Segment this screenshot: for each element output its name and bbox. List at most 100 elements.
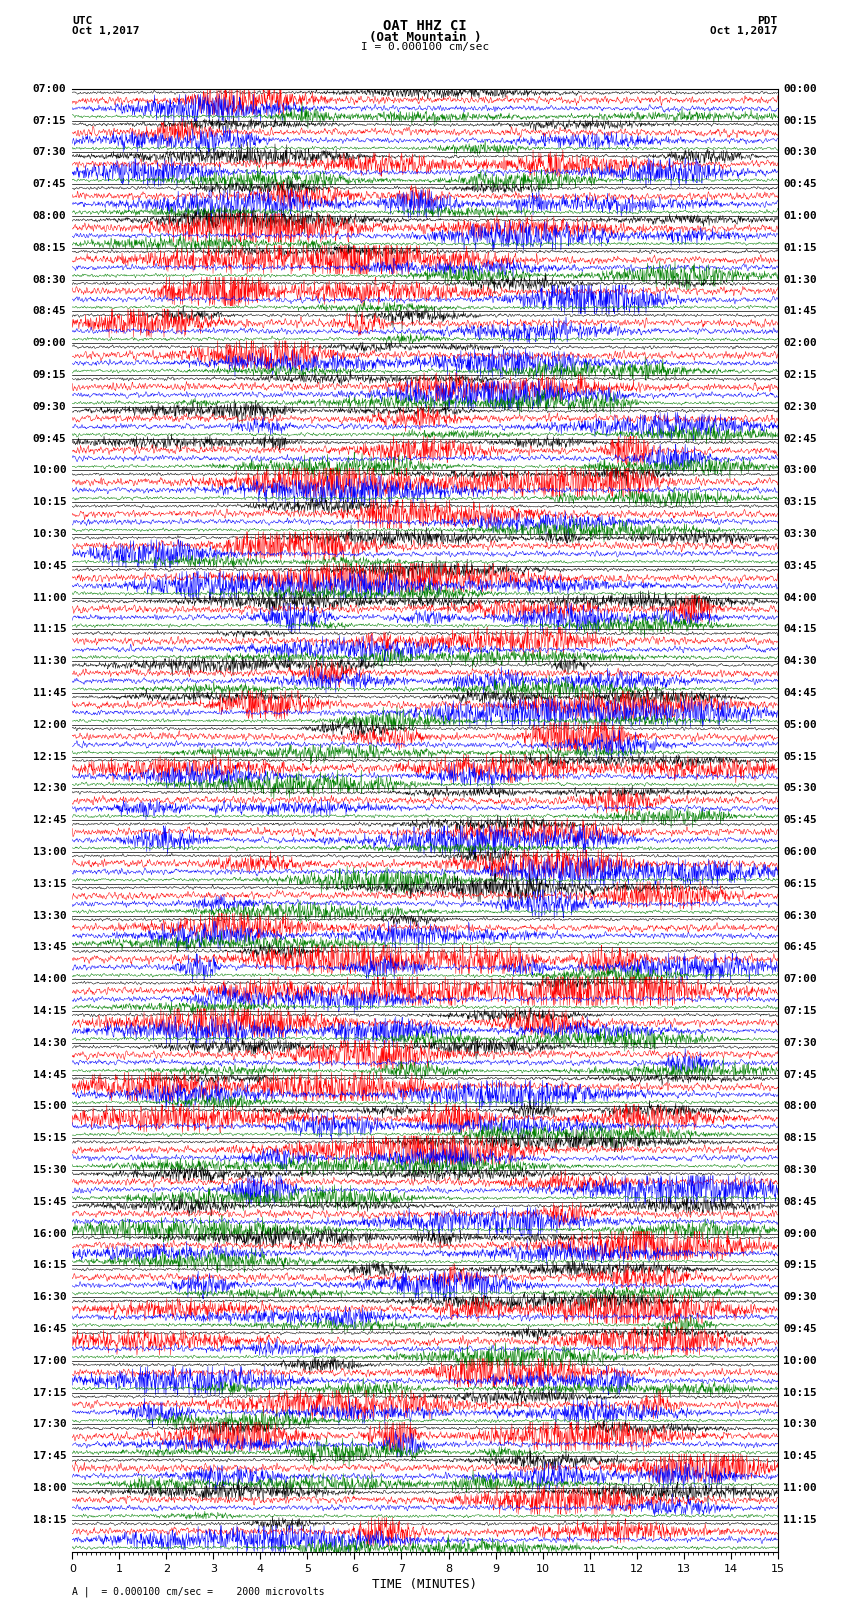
Text: 08:15: 08:15 (784, 1134, 817, 1144)
Text: 17:00: 17:00 (33, 1357, 66, 1366)
Text: A |  = 0.000100 cm/sec =    2000 microvolts: A | = 0.000100 cm/sec = 2000 microvolts (72, 1586, 325, 1597)
Text: 08:15: 08:15 (33, 242, 66, 253)
Text: 16:30: 16:30 (33, 1292, 66, 1302)
Text: 11:45: 11:45 (33, 689, 66, 698)
Text: 09:00: 09:00 (33, 339, 66, 348)
Text: 07:45: 07:45 (33, 179, 66, 189)
Text: 08:00: 08:00 (784, 1102, 817, 1111)
Text: 09:15: 09:15 (784, 1260, 817, 1271)
Text: 01:30: 01:30 (784, 274, 817, 284)
Text: 00:30: 00:30 (784, 147, 817, 158)
Text: 08:00: 08:00 (33, 211, 66, 221)
Text: 03:15: 03:15 (784, 497, 817, 506)
Text: Oct 1,2017: Oct 1,2017 (72, 26, 139, 35)
Text: 03:00: 03:00 (784, 466, 817, 476)
Text: 11:00: 11:00 (784, 1482, 817, 1494)
Text: 15:45: 15:45 (33, 1197, 66, 1207)
Text: 18:15: 18:15 (33, 1515, 66, 1524)
Text: 08:45: 08:45 (784, 1197, 817, 1207)
Text: 14:15: 14:15 (33, 1007, 66, 1016)
Text: Oct 1,2017: Oct 1,2017 (711, 26, 778, 35)
Text: 11:30: 11:30 (33, 656, 66, 666)
Text: 13:00: 13:00 (33, 847, 66, 857)
Text: 04:15: 04:15 (784, 624, 817, 634)
Text: 03:30: 03:30 (784, 529, 817, 539)
Text: 09:45: 09:45 (33, 434, 66, 444)
Text: 12:00: 12:00 (33, 719, 66, 729)
Text: 09:00: 09:00 (784, 1229, 817, 1239)
Text: 10:45: 10:45 (784, 1452, 817, 1461)
Text: 05:15: 05:15 (784, 752, 817, 761)
Text: 08:30: 08:30 (33, 274, 66, 284)
Text: 03:45: 03:45 (784, 561, 817, 571)
Text: 10:30: 10:30 (33, 529, 66, 539)
Text: 07:15: 07:15 (33, 116, 66, 126)
Text: 11:00: 11:00 (33, 592, 66, 603)
Text: 01:15: 01:15 (784, 242, 817, 253)
Text: 09:45: 09:45 (784, 1324, 817, 1334)
Text: 16:15: 16:15 (33, 1260, 66, 1271)
Text: 07:00: 07:00 (784, 974, 817, 984)
Text: 04:30: 04:30 (784, 656, 817, 666)
Text: 14:45: 14:45 (33, 1069, 66, 1079)
Text: 14:30: 14:30 (33, 1037, 66, 1048)
Text: 17:30: 17:30 (33, 1419, 66, 1429)
Text: 00:45: 00:45 (784, 179, 817, 189)
Text: 10:45: 10:45 (33, 561, 66, 571)
Text: 08:30: 08:30 (784, 1165, 817, 1174)
Text: 01:45: 01:45 (784, 306, 817, 316)
Text: 11:15: 11:15 (784, 1515, 817, 1524)
Text: PDT: PDT (757, 16, 778, 26)
Text: 06:15: 06:15 (784, 879, 817, 889)
Text: (Oat Mountain ): (Oat Mountain ) (369, 31, 481, 44)
Text: 06:30: 06:30 (784, 911, 817, 921)
Text: 10:00: 10:00 (33, 466, 66, 476)
Text: 06:00: 06:00 (784, 847, 817, 857)
Text: 07:30: 07:30 (33, 147, 66, 158)
Text: 07:30: 07:30 (784, 1037, 817, 1048)
Text: 17:15: 17:15 (33, 1387, 66, 1398)
Text: 04:45: 04:45 (784, 689, 817, 698)
Text: 10:30: 10:30 (784, 1419, 817, 1429)
Text: 12:15: 12:15 (33, 752, 66, 761)
Text: 13:30: 13:30 (33, 911, 66, 921)
Text: 10:15: 10:15 (784, 1387, 817, 1398)
Text: 15:00: 15:00 (33, 1102, 66, 1111)
Text: 05:30: 05:30 (784, 784, 817, 794)
Text: 00:00: 00:00 (784, 84, 817, 94)
Text: 17:45: 17:45 (33, 1452, 66, 1461)
Text: 02:30: 02:30 (784, 402, 817, 411)
Text: 04:00: 04:00 (784, 592, 817, 603)
Text: 12:45: 12:45 (33, 815, 66, 826)
Text: OAT HHZ CI: OAT HHZ CI (383, 19, 467, 34)
Text: UTC: UTC (72, 16, 93, 26)
Text: 13:45: 13:45 (33, 942, 66, 952)
Text: 06:45: 06:45 (784, 942, 817, 952)
Text: 18:00: 18:00 (33, 1482, 66, 1494)
Text: 02:00: 02:00 (784, 339, 817, 348)
Text: 13:15: 13:15 (33, 879, 66, 889)
Text: 02:45: 02:45 (784, 434, 817, 444)
Text: I = 0.000100 cm/sec: I = 0.000100 cm/sec (361, 42, 489, 52)
Text: 09:15: 09:15 (33, 369, 66, 381)
Text: 07:00: 07:00 (33, 84, 66, 94)
Text: 09:30: 09:30 (33, 402, 66, 411)
Text: 12:30: 12:30 (33, 784, 66, 794)
Text: 01:00: 01:00 (784, 211, 817, 221)
Text: 08:45: 08:45 (33, 306, 66, 316)
Text: 14:00: 14:00 (33, 974, 66, 984)
Text: 07:45: 07:45 (784, 1069, 817, 1079)
Text: 16:45: 16:45 (33, 1324, 66, 1334)
Text: 11:15: 11:15 (33, 624, 66, 634)
Text: 05:45: 05:45 (784, 815, 817, 826)
X-axis label: TIME (MINUTES): TIME (MINUTES) (372, 1578, 478, 1590)
Text: 10:00: 10:00 (784, 1357, 817, 1366)
Text: 00:15: 00:15 (784, 116, 817, 126)
Text: 15:30: 15:30 (33, 1165, 66, 1174)
Text: 05:00: 05:00 (784, 719, 817, 729)
Text: 07:15: 07:15 (784, 1007, 817, 1016)
Text: 09:30: 09:30 (784, 1292, 817, 1302)
Text: 16:00: 16:00 (33, 1229, 66, 1239)
Text: 10:15: 10:15 (33, 497, 66, 506)
Text: 02:15: 02:15 (784, 369, 817, 381)
